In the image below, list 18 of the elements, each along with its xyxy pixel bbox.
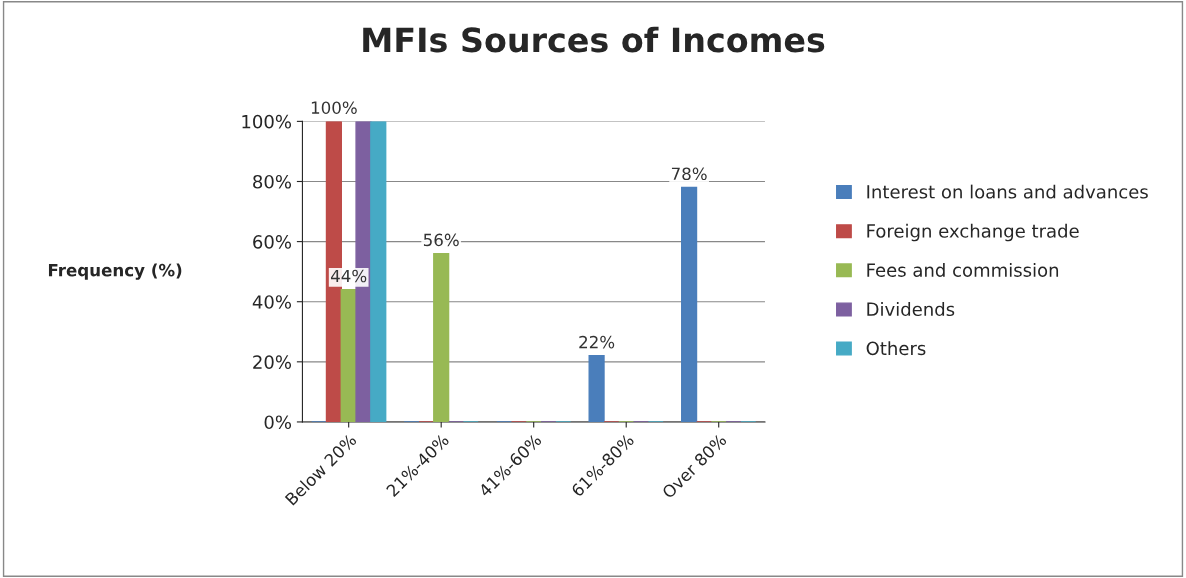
data-label: 56% <box>423 233 459 247</box>
y-axis-title: Frequency (%) <box>48 263 182 280</box>
data-label: 22% <box>579 335 615 349</box>
legend-label: Fees and commission <box>867 262 1059 277</box>
y-tick-label: 20% <box>253 355 292 369</box>
data-label: 100% <box>311 101 357 114</box>
legend-label: Others <box>866 341 926 356</box>
y-tick-label: 40% <box>252 295 292 309</box>
chart-title: MFIs Sources of Incomes <box>363 26 825 53</box>
y-tick-label: 0% <box>264 415 292 430</box>
y-tick-label: 60% <box>253 235 292 249</box>
y-tick-label: 80% <box>253 174 292 189</box>
legend-label: Foreign exchange trade <box>867 223 1079 242</box>
legend-label: Interest on loans and advances <box>867 184 1148 199</box>
y-tick-label: 100% <box>242 114 292 129</box>
legend-label: Dividends <box>867 302 955 317</box>
data-label: 44% <box>330 269 367 283</box>
data-label: 78% <box>671 167 707 181</box>
